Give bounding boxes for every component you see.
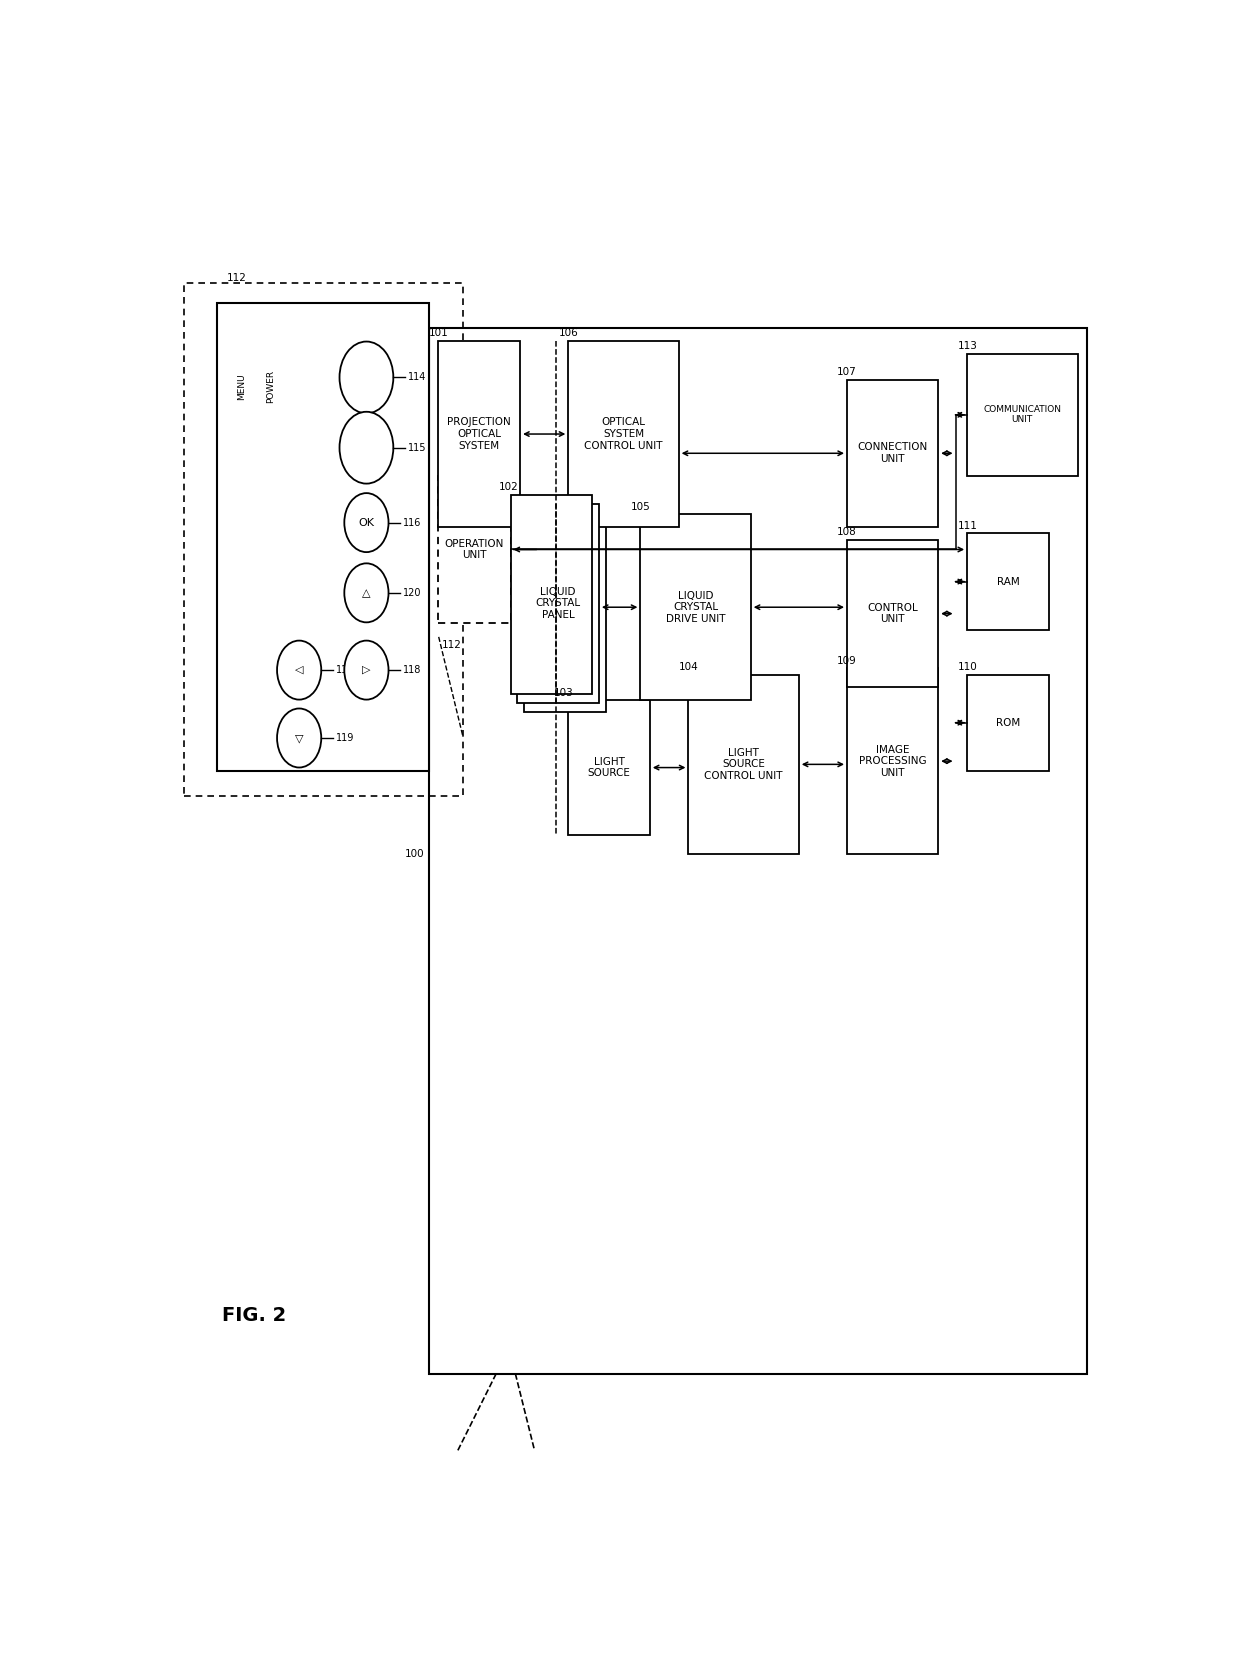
Bar [847,540,939,688]
Text: 115: 115 [408,443,427,453]
Bar [439,476,511,623]
Bar [511,495,593,693]
Text: 117: 117 [336,665,355,675]
Text: 103: 103 [554,688,574,698]
Text: CONTROL
UNIT: CONTROL UNIT [867,603,918,625]
Text: 114: 114 [408,373,427,383]
Text: FIG. 2: FIG. 2 [222,1306,286,1326]
Text: RAM: RAM [997,576,1019,586]
Bar [640,515,751,700]
Text: 113: 113 [957,342,977,352]
Circle shape [277,641,321,700]
Bar [967,675,1049,771]
Circle shape [345,563,388,623]
Text: LIGHT
SOURCE: LIGHT SOURCE [588,756,630,778]
Text: OK: OK [358,518,374,528]
Text: IMAGE
PROCESSING
UNIT: IMAGE PROCESSING UNIT [859,745,926,778]
Circle shape [345,493,388,551]
Bar [429,328,1087,1374]
Bar [967,533,1049,630]
Text: COMMUNICATION
UNIT: COMMUNICATION UNIT [983,405,1061,425]
Text: 101: 101 [429,328,449,338]
Bar [525,513,605,711]
Bar [184,283,463,796]
Text: LIGHT
SOURCE
CONTROL UNIT: LIGHT SOURCE CONTROL UNIT [704,748,782,781]
Bar [967,353,1078,476]
Text: 109: 109 [837,656,857,666]
Text: ▽: ▽ [295,733,304,743]
Text: LIQUID
CRYSTAL
DRIVE UNIT: LIQUID CRYSTAL DRIVE UNIT [666,591,725,623]
Text: 104: 104 [678,661,698,671]
Text: △: △ [362,588,371,598]
Text: 119: 119 [336,733,355,743]
Text: 112: 112 [227,273,247,283]
Text: OPERATION
UNIT: OPERATION UNIT [445,538,505,560]
Text: POWER: POWER [265,370,275,403]
Bar [217,303,429,771]
Text: 108: 108 [837,528,857,538]
Text: 110: 110 [957,661,977,671]
Circle shape [340,412,393,483]
Text: 120: 120 [403,588,422,598]
Text: ▷: ▷ [362,665,371,675]
Text: LIQUID
CRYSTAL
PANEL: LIQUID CRYSTAL PANEL [536,586,580,620]
Text: ROM: ROM [996,718,1021,728]
Bar [568,342,678,526]
Text: 118: 118 [403,665,422,675]
Circle shape [345,641,388,700]
Text: OPTICAL
SYSTEM
CONTROL UNIT: OPTICAL SYSTEM CONTROL UNIT [584,418,662,450]
Text: 106: 106 [558,328,578,338]
Bar [439,342,521,526]
Bar [688,675,799,855]
Text: ◁: ◁ [295,665,304,675]
Text: 102: 102 [498,483,518,493]
Text: 105: 105 [631,501,651,511]
Bar [568,700,650,835]
Text: 111: 111 [957,521,977,531]
Text: PROJECTION
OPTICAL
SYSTEM: PROJECTION OPTICAL SYSTEM [448,418,511,450]
Bar [847,380,939,526]
Text: MENU: MENU [237,373,246,400]
Circle shape [340,342,393,413]
Text: 116: 116 [403,518,422,528]
Text: 100: 100 [404,850,424,860]
Bar [847,668,939,855]
Text: 107: 107 [837,367,857,377]
Bar [517,503,599,703]
Text: 112: 112 [441,640,461,650]
Circle shape [277,708,321,768]
Text: CONNECTION
UNIT: CONNECTION UNIT [857,443,928,465]
